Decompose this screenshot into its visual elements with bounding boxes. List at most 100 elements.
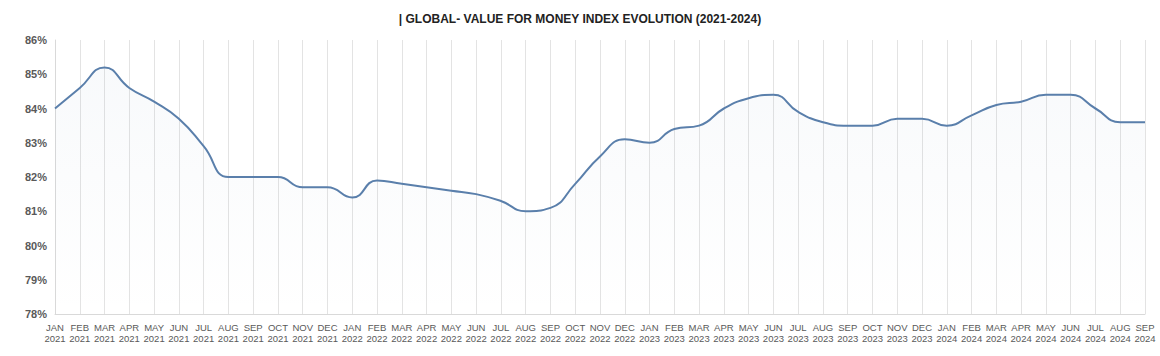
svg-text:79%: 79% [25,274,47,286]
svg-text:JUN: JUN [170,322,189,333]
svg-text:| GLOBAL- VALUE FOR MONEY INDE: | GLOBAL- VALUE FOR MONEY INDEX EVOLUTIO… [399,12,761,26]
svg-text:2024: 2024 [1011,333,1032,344]
svg-text:APR: APR [120,322,140,333]
svg-text:2023: 2023 [887,333,908,344]
svg-text:82%: 82% [25,171,47,183]
svg-text:2022: 2022 [540,333,561,344]
svg-text:2024: 2024 [1134,333,1155,344]
svg-text:MAY: MAY [739,322,760,333]
svg-text:JUL: JUL [790,322,807,333]
svg-text:2023: 2023 [837,333,858,344]
svg-text:AUG: AUG [515,322,536,333]
svg-text:JUN: JUN [467,322,486,333]
svg-text:JUN: JUN [764,322,783,333]
svg-text:2021: 2021 [218,333,239,344]
svg-text:AUG: AUG [218,322,239,333]
svg-text:2024: 2024 [961,333,982,344]
svg-text:MAR: MAR [689,322,710,333]
svg-text:JUL: JUL [492,322,509,333]
svg-text:2023: 2023 [862,333,883,344]
svg-text:2022: 2022 [391,333,412,344]
svg-text:2022: 2022 [490,333,511,344]
svg-text:2023: 2023 [911,333,932,344]
svg-text:APR: APR [1011,322,1031,333]
svg-text:80%: 80% [25,240,47,252]
svg-text:MAY: MAY [1036,322,1057,333]
svg-text:FEB: FEB [71,322,89,333]
svg-text:SEP: SEP [1135,322,1154,333]
svg-text:2023: 2023 [639,333,660,344]
svg-text:MAR: MAR [94,322,115,333]
svg-text:2021: 2021 [119,333,140,344]
svg-text:OCT: OCT [862,322,882,333]
svg-text:2023: 2023 [763,333,784,344]
svg-text:2022: 2022 [589,333,610,344]
svg-text:SEP: SEP [541,322,560,333]
svg-text:2021: 2021 [317,333,338,344]
svg-text:MAY: MAY [441,322,462,333]
svg-text:2024: 2024 [1085,333,1106,344]
svg-text:2023: 2023 [738,333,759,344]
svg-text:2023: 2023 [812,333,833,344]
svg-text:APR: APR [417,322,437,333]
svg-text:2021: 2021 [193,333,214,344]
svg-text:2021: 2021 [243,333,264,344]
svg-text:2022: 2022 [515,333,536,344]
svg-text:MAR: MAR [986,322,1007,333]
svg-text:FEB: FEB [962,322,980,333]
svg-text:SEP: SEP [244,322,263,333]
svg-text:2021: 2021 [94,333,115,344]
svg-text:JAN: JAN [938,322,956,333]
svg-text:2022: 2022 [466,333,487,344]
svg-text:86%: 86% [25,34,47,46]
svg-text:2022: 2022 [416,333,437,344]
svg-text:MAY: MAY [144,322,165,333]
svg-text:DEC: DEC [317,322,337,333]
svg-text:OCT: OCT [268,322,288,333]
svg-text:NOV: NOV [887,322,908,333]
svg-text:2021: 2021 [168,333,189,344]
svg-text:DEC: DEC [615,322,635,333]
svg-text:81%: 81% [25,205,47,217]
svg-text:FEB: FEB [665,322,683,333]
svg-text:MAR: MAR [391,322,412,333]
svg-text:84%: 84% [25,103,47,115]
svg-text:2023: 2023 [664,333,685,344]
svg-text:2024: 2024 [1060,333,1081,344]
svg-text:JUL: JUL [1087,322,1104,333]
svg-text:2022: 2022 [441,333,462,344]
svg-text:2023: 2023 [689,333,710,344]
svg-text:2024: 2024 [936,333,957,344]
svg-text:AUG: AUG [1110,322,1131,333]
svg-text:JUN: JUN [1061,322,1080,333]
svg-text:83%: 83% [25,137,47,149]
svg-text:APR: APR [714,322,734,333]
svg-text:2024: 2024 [1035,333,1056,344]
svg-text:JAN: JAN [343,322,361,333]
svg-text:JAN: JAN [46,322,64,333]
svg-text:2022: 2022 [565,333,586,344]
svg-text:DEC: DEC [912,322,932,333]
svg-text:2022: 2022 [614,333,635,344]
svg-text:2021: 2021 [44,333,65,344]
svg-text:2022: 2022 [342,333,363,344]
svg-text:2021: 2021 [144,333,165,344]
svg-text:2024: 2024 [986,333,1007,344]
svg-text:AUG: AUG [813,322,834,333]
svg-text:2024: 2024 [1110,333,1131,344]
svg-text:SEP: SEP [838,322,857,333]
svg-text:2022: 2022 [366,333,387,344]
svg-text:2023: 2023 [788,333,809,344]
svg-text:85%: 85% [25,68,47,80]
svg-text:JUL: JUL [195,322,212,333]
svg-text:JAN: JAN [641,322,659,333]
svg-text:2021: 2021 [69,333,90,344]
svg-text:OCT: OCT [565,322,585,333]
svg-text:NOV: NOV [292,322,313,333]
svg-text:2021: 2021 [292,333,313,344]
svg-text:FEB: FEB [368,322,386,333]
svg-text:78%: 78% [25,308,47,320]
svg-text:2023: 2023 [713,333,734,344]
svg-text:2021: 2021 [267,333,288,344]
svg-text:NOV: NOV [590,322,611,333]
